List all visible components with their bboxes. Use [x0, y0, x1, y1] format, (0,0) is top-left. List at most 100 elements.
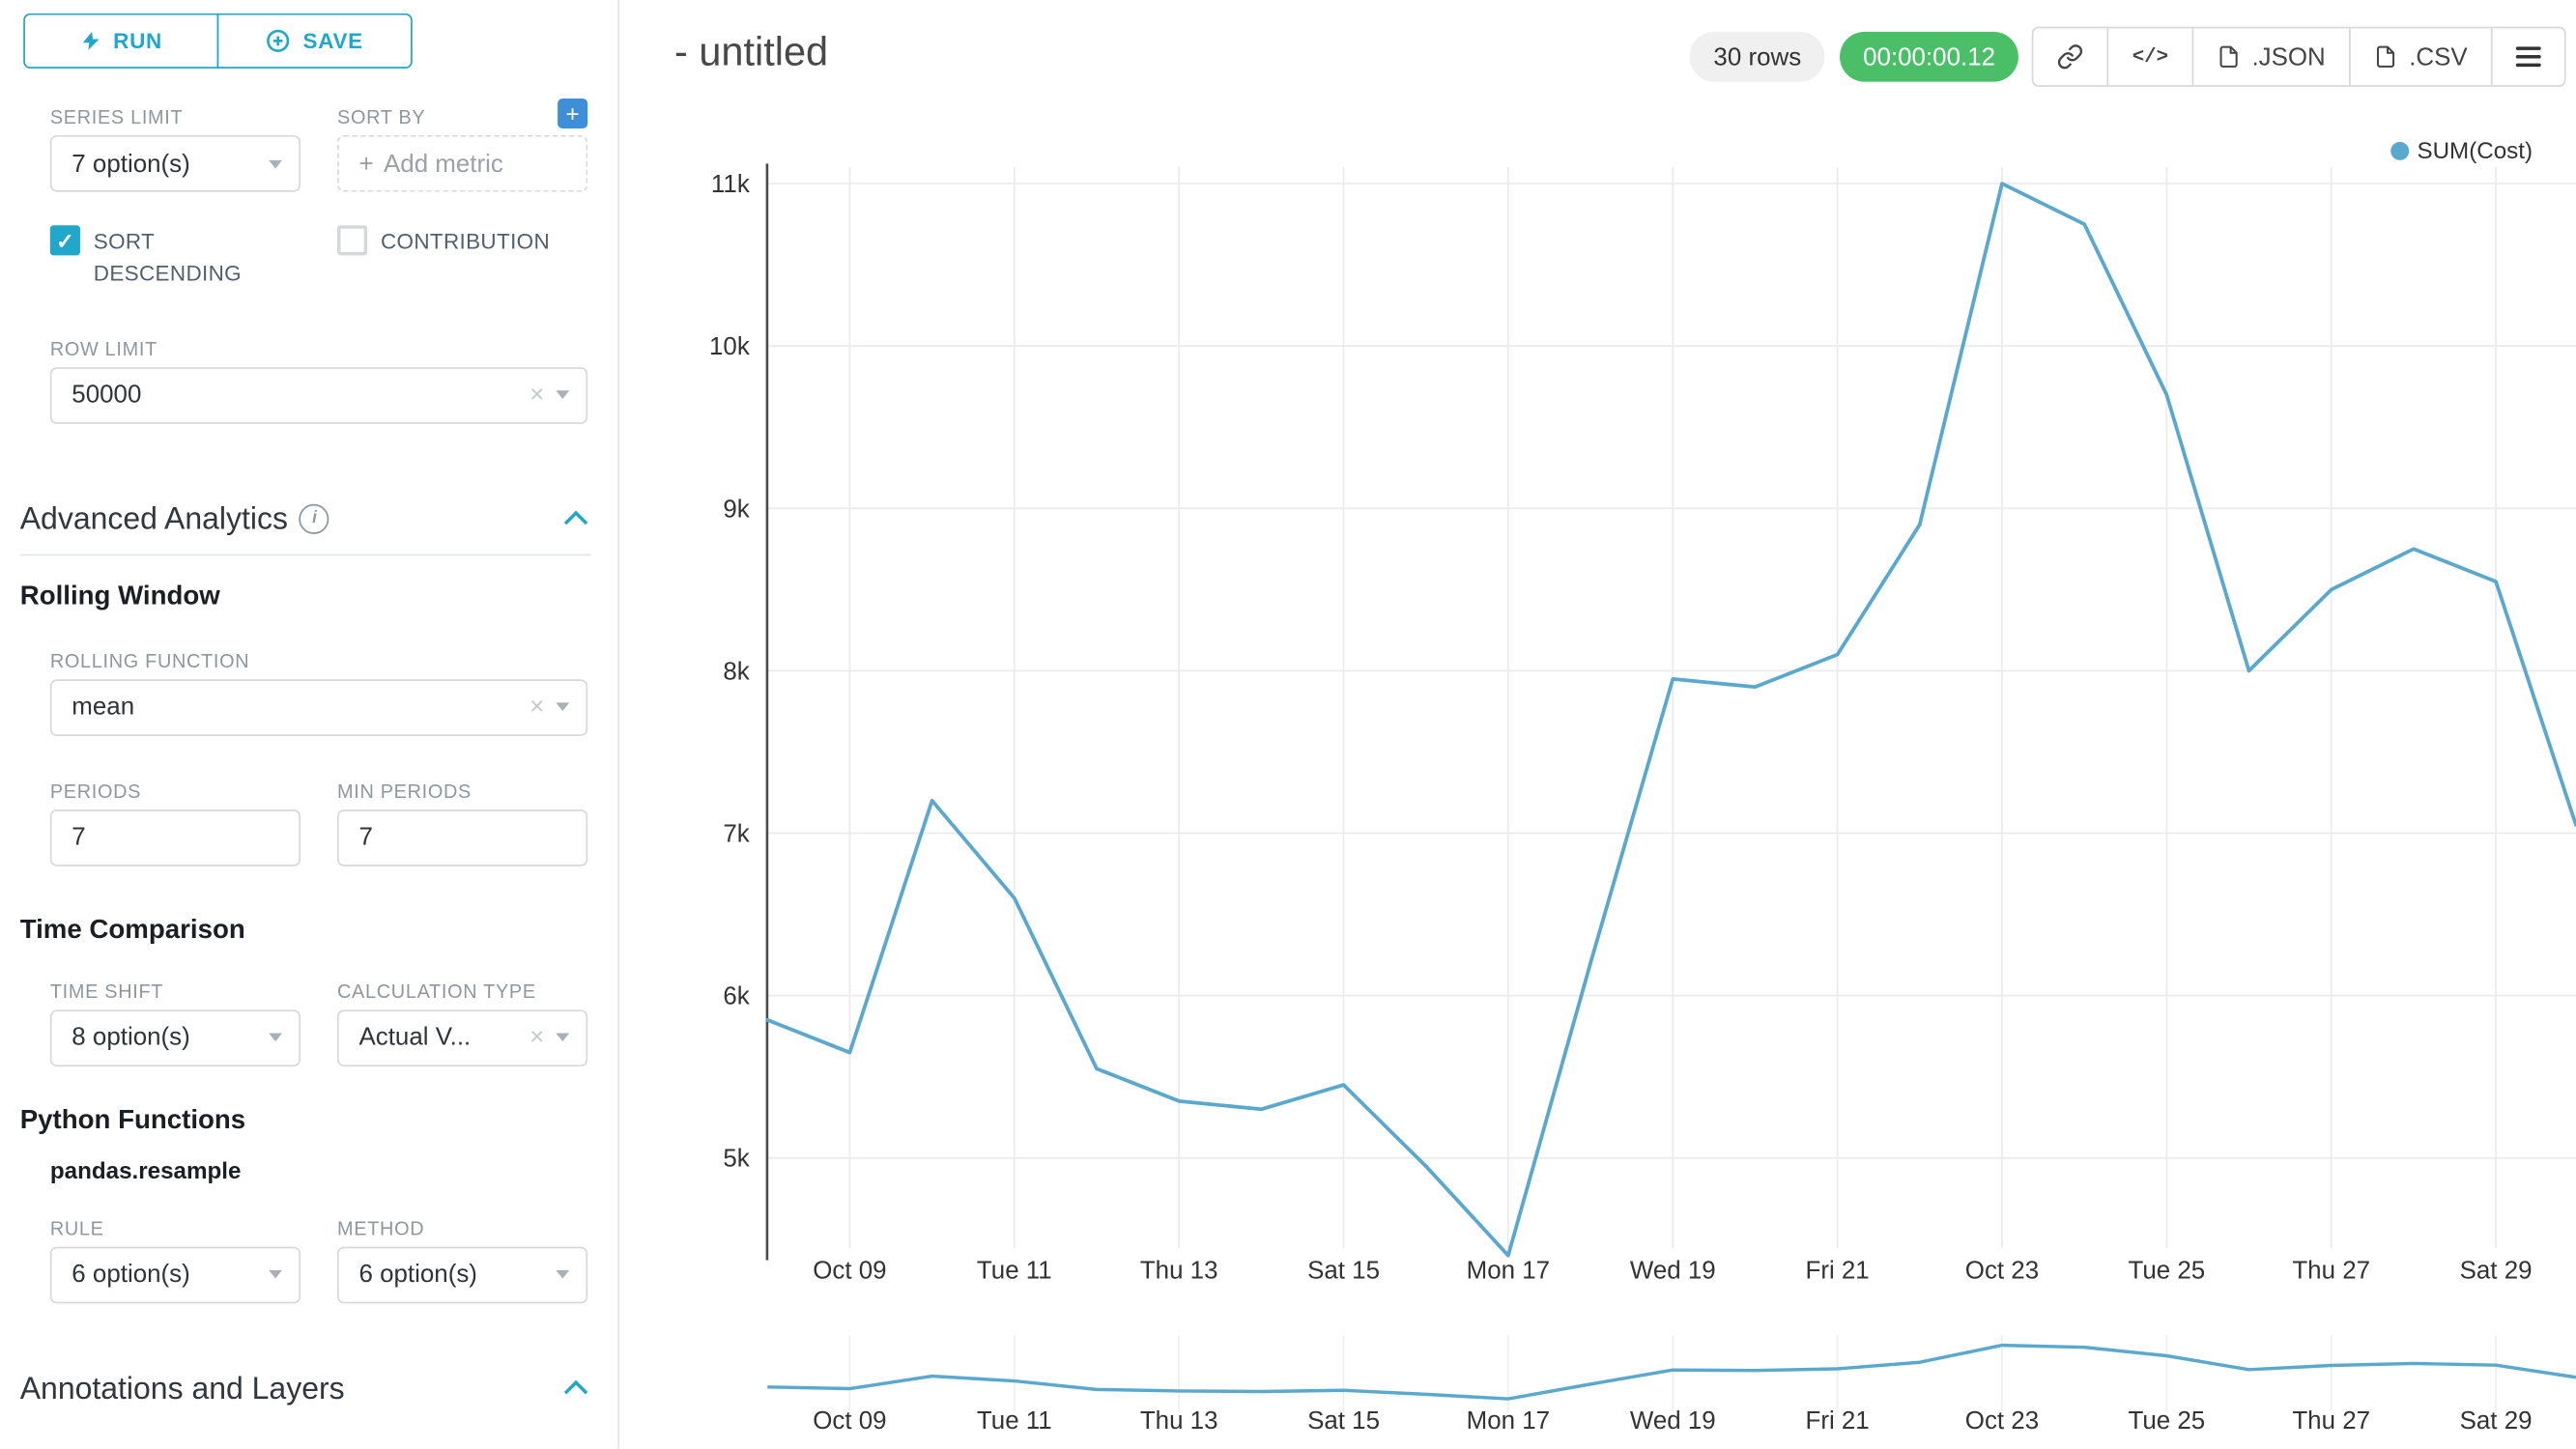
svg-text:Sat 15: Sat 15 — [1307, 1407, 1380, 1435]
chevron-down-icon — [269, 1033, 282, 1042]
series-limit-value: 7 option(s) — [72, 149, 190, 179]
time-shift-label: TIME SHIFT — [49, 982, 164, 1003]
run-button[interactable]: RUN — [23, 13, 219, 69]
svg-text:5k: 5k — [723, 1146, 749, 1173]
svg-text:10k: 10k — [709, 333, 750, 360]
svg-text:Thu 27: Thu 27 — [2292, 1257, 2370, 1284]
chevron-down-icon — [556, 702, 570, 712]
download-json-button[interactable]: .JSON — [2191, 26, 2351, 87]
code-icon: </> — [2132, 44, 2169, 69]
svg-text:Mon 17: Mon 17 — [1467, 1407, 1550, 1435]
time-shift-labels: TIME SHIFT CALCULATION TYPE — [50, 982, 591, 1003]
svg-text:Wed 19: Wed 19 — [1630, 1407, 1716, 1435]
hamburger-menu-icon — [2515, 42, 2541, 71]
sort-descending-checkbox[interactable]: ✓ SORT DESCENDING — [49, 225, 301, 290]
series-limit-label: SERIES LIMIT — [49, 108, 184, 129]
calculation-type-select[interactable]: Actual V... × — [337, 1009, 588, 1066]
method-select[interactable]: 6 option(s) — [337, 1246, 588, 1303]
svg-text:Thu 13: Thu 13 — [1140, 1407, 1218, 1435]
chart-title[interactable]: - untitled — [674, 30, 829, 75]
method-value: 6 option(s) — [358, 1260, 477, 1290]
annotations-layers-header[interactable]: Annotations and Layers — [20, 1370, 591, 1406]
rule-method-controls: 6 option(s) 6 option(s) — [49, 1246, 591, 1303]
svg-text:Thu 13: Thu 13 — [1140, 1257, 1218, 1284]
file-json-icon — [2219, 45, 2238, 68]
sort-by-label: SORT BY — [337, 108, 426, 129]
svg-text:6k: 6k — [723, 983, 749, 1010]
control-panel: RUN SAVE SERIES LIMIT SORT BY + 7 option… — [0, 0, 620, 1449]
svg-text:Tue 25: Tue 25 — [2128, 1257, 2205, 1284]
rule-value: 6 option(s) — [72, 1260, 190, 1290]
rule-label: RULE — [49, 1219, 104, 1240]
sort-descending-label: SORT DESCENDING — [93, 228, 242, 286]
plus-icon: + — [358, 149, 374, 179]
svg-text:Wed 19: Wed 19 — [1630, 1257, 1716, 1284]
calculation-type-value: Actual V... — [358, 1023, 472, 1052]
sort-by-add-metric[interactable]: + Add metric — [337, 134, 588, 192]
chevron-down-icon — [556, 390, 570, 400]
clear-icon[interactable]: × — [530, 381, 545, 410]
time-shift-value: 8 option(s) — [72, 1023, 190, 1052]
copy-link-button[interactable] — [2032, 26, 2109, 87]
svg-text:Tue 11: Tue 11 — [977, 1257, 1052, 1284]
run-button-label: RUN — [113, 28, 162, 54]
legend-label: SUM(Cost) — [2417, 136, 2533, 164]
min-periods-label: MIN PERIODS — [337, 781, 472, 803]
series-limit-select[interactable]: 7 option(s) — [49, 134, 301, 192]
run-save-button-group: RUN SAVE — [23, 13, 413, 69]
legend-dot-icon — [2390, 140, 2409, 160]
svg-text:Mon 17: Mon 17 — [1467, 1257, 1550, 1284]
save-button[interactable]: SAVE — [216, 13, 413, 69]
chevron-down-icon — [269, 1270, 282, 1279]
pandas-resample-label: pandas.resample — [49, 1155, 242, 1183]
contribution-label: CONTRIBUTION — [380, 228, 551, 254]
periods-input[interactable] — [49, 809, 301, 867]
svg-text:8k: 8k — [723, 658, 749, 685]
file-csv-icon — [2376, 45, 2395, 68]
svg-text:Oct 09: Oct 09 — [813, 1407, 886, 1435]
save-button-label: SAVE — [302, 28, 363, 54]
series-sort-controls: 7 option(s) + Add metric — [49, 134, 591, 192]
periods-inputs — [49, 809, 591, 867]
calculation-type-label: CALCULATION TYPE — [337, 982, 536, 1003]
legend[interactable]: SUM(Cost) — [2390, 136, 2533, 164]
svg-text:Thu 27: Thu 27 — [2292, 1407, 2370, 1435]
chevron-down-icon — [556, 1033, 570, 1042]
link-icon — [2058, 44, 2083, 70]
contribution-checkbox[interactable]: CONTRIBUTION — [337, 225, 587, 290]
add-sort-metric-button[interactable]: + — [558, 98, 588, 129]
row-count-badge: 30 rows — [1690, 31, 1825, 82]
rolling-function-select[interactable]: mean × — [49, 678, 588, 736]
svg-text:Fri 21: Fri 21 — [1805, 1407, 1869, 1435]
time-shift-controls: 8 option(s) Actual V... × — [49, 1009, 591, 1066]
annotations-layers-title: Annotations and Layers — [19, 1369, 345, 1406]
time-comparison-title: Time Comparison — [19, 916, 245, 945]
info-icon: i — [300, 503, 330, 534]
rule-select[interactable]: 6 option(s) — [49, 1246, 301, 1303]
advanced-analytics-title: Advanced Analytics — [19, 499, 288, 536]
svg-text:Fri 21: Fri 21 — [1805, 1257, 1869, 1284]
menu-button[interactable] — [2490, 26, 2566, 87]
clear-icon[interactable]: × — [530, 693, 545, 722]
advanced-analytics-header[interactable]: Advanced Analytics i — [20, 500, 591, 537]
periods-labels: PERIODS MIN PERIODS — [50, 782, 591, 803]
svg-text:Sat 29: Sat 29 — [2460, 1407, 2533, 1435]
add-metric-placeholder: Add metric — [383, 149, 503, 179]
lightning-icon — [82, 31, 100, 50]
time-shift-select[interactable]: 8 option(s) — [49, 1009, 301, 1066]
divider — [19, 554, 591, 555]
row-limit-select[interactable]: 50000 × — [49, 366, 588, 424]
method-label: METHOD — [337, 1219, 425, 1240]
chevron-up-icon — [563, 510, 588, 534]
plus-icon: + — [565, 99, 580, 127]
min-periods-input[interactable] — [337, 809, 588, 867]
download-csv-button[interactable]: .CSV — [2348, 26, 2493, 87]
clear-icon[interactable]: × — [530, 1023, 545, 1052]
svg-text:9k: 9k — [723, 496, 749, 523]
chevron-up-icon — [563, 1379, 588, 1404]
svg-text:Oct 23: Oct 23 — [1965, 1257, 2039, 1284]
checkbox-unchecked-icon — [337, 225, 368, 256]
line-chart[interactable]: 11k 10k 9k 8k 7k 6k 5k Oct 09 Oct 09 Tue 11 Tue 11… — [619, 0, 2576, 1449]
svg-text:Oct 09: Oct 09 — [813, 1257, 886, 1284]
